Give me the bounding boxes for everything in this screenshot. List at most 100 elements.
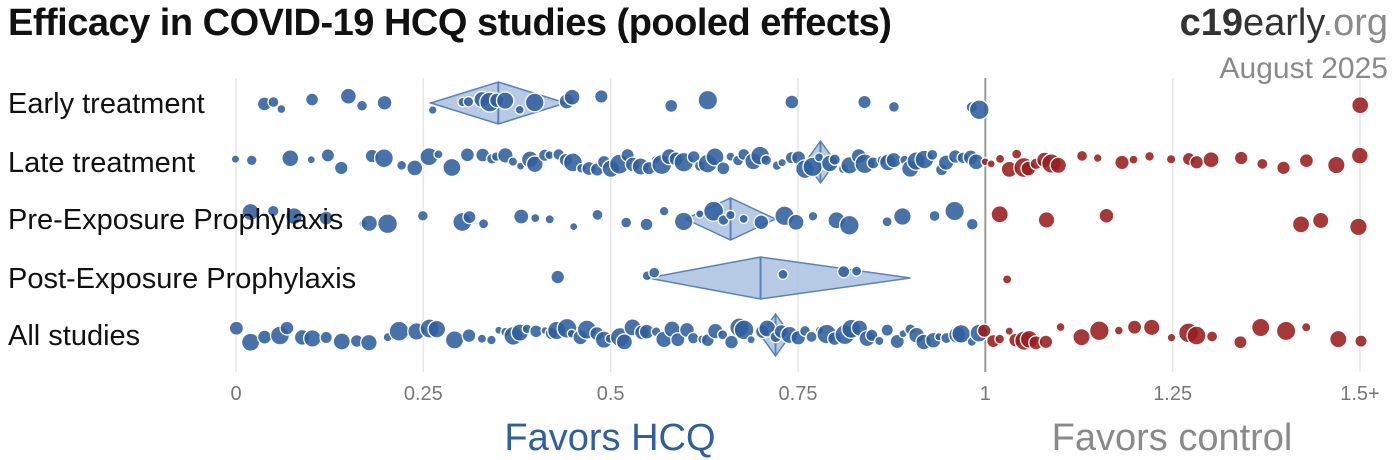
study-dot	[1037, 211, 1056, 229]
study-dot	[1350, 146, 1369, 165]
study-dot	[1351, 96, 1370, 115]
study-dot	[433, 149, 444, 160]
study-dot	[926, 148, 939, 161]
study-dot	[462, 210, 477, 225]
study-dot	[703, 200, 725, 222]
study-dot	[695, 209, 705, 219]
study-dot	[461, 328, 477, 344]
study-dot	[444, 330, 465, 350]
x-tick-labels: 0 0.25 0.5 0.75 1 1.25 1.5+	[230, 383, 1379, 405]
study-dot	[664, 98, 679, 114]
study-dot	[1092, 153, 1103, 164]
study-dot	[427, 319, 447, 339]
x-tick-label: 0.75	[779, 383, 818, 405]
study-dot	[427, 105, 438, 115]
study-dot	[686, 149, 701, 164]
study-dot	[1354, 334, 1368, 348]
study-dot	[828, 153, 842, 166]
study-dot	[1298, 153, 1315, 169]
study-dot	[373, 148, 394, 169]
study-dot	[279, 320, 295, 336]
study-dot	[376, 94, 393, 111]
x-tick-label: 1.25	[1153, 383, 1192, 405]
study-dot	[994, 333, 1006, 345]
study-dot	[591, 208, 604, 221]
study-dot	[228, 320, 245, 336]
study-dot	[893, 207, 912, 226]
study-dot	[1189, 154, 1205, 170]
study-dot	[733, 319, 755, 341]
study-dot	[1126, 319, 1143, 335]
row-label: Post-Exposure Prophylaxis	[8, 263, 356, 295]
study-dot	[513, 208, 530, 225]
study-dot	[563, 88, 581, 106]
study-dot	[928, 209, 941, 223]
study-dot	[746, 334, 756, 345]
study-dot	[777, 157, 787, 168]
study-dot	[1300, 321, 1312, 333]
study-dot	[881, 216, 893, 228]
study-dot	[514, 104, 525, 115]
study-dot	[303, 329, 322, 348]
study-dot	[1233, 335, 1248, 350]
study-dot	[738, 213, 749, 225]
grid-lines	[235, 78, 1361, 372]
study-dot	[1275, 320, 1297, 342]
study-dot	[477, 218, 490, 230]
brand-rest: early	[1242, 2, 1323, 44]
study-dot	[1329, 329, 1348, 349]
study-dot	[648, 266, 661, 279]
study-dot	[965, 217, 979, 231]
study-dot	[1250, 317, 1271, 338]
study-dot	[241, 202, 260, 222]
study-dot	[716, 161, 731, 176]
study-dot	[530, 212, 541, 224]
study-dot	[1291, 215, 1311, 234]
study-dot	[787, 213, 805, 231]
study-dot	[880, 323, 894, 337]
study-dot	[1142, 318, 1161, 337]
row-label: Late treatment	[8, 147, 195, 179]
study-dot	[1143, 150, 1156, 162]
study-dot	[507, 156, 519, 167]
study-dot	[1075, 149, 1089, 163]
study-dot	[550, 269, 566, 285]
study-dot	[670, 332, 686, 348]
study-dot	[1326, 155, 1346, 175]
chart-title: Efficacy in COVID-19 HCQ studies (pooled…	[8, 2, 892, 44]
study-dot	[332, 332, 351, 351]
study-dot	[1186, 325, 1207, 346]
study-dot	[1349, 217, 1368, 237]
study-dot	[1098, 207, 1115, 224]
study-dot	[968, 99, 990, 121]
x-tick-label: 0	[230, 383, 241, 405]
date-label: August 2025	[1219, 52, 1388, 85]
row-label: All studies	[8, 320, 140, 352]
row-labels: Early treatment Late treatment Pre-Exposur…	[8, 88, 356, 352]
study-dot	[1202, 151, 1220, 169]
study-dot	[442, 157, 462, 178]
brand-logo[interactable]: c19early.org	[1180, 2, 1388, 45]
study-dot	[620, 216, 633, 229]
study-dot	[1113, 325, 1124, 336]
study-dot	[1205, 330, 1219, 343]
study-dot	[416, 209, 429, 222]
x-tick-label: 0.5	[597, 383, 625, 405]
study-dot	[245, 154, 258, 167]
study-dot	[874, 335, 885, 347]
study-dot	[1001, 274, 1013, 285]
study-dot	[360, 214, 379, 233]
study-dot	[462, 95, 475, 108]
study-dot	[887, 100, 901, 113]
x-tick-label: 1	[980, 383, 991, 405]
study-dot	[760, 154, 773, 167]
study-dot	[990, 205, 1009, 224]
row-label: Early treatment	[8, 88, 205, 120]
study-dot	[1088, 320, 1110, 342]
study-dot	[1256, 157, 1269, 171]
study-dot	[319, 330, 334, 345]
study-dot	[1055, 321, 1066, 333]
study-dot	[673, 211, 694, 232]
study-dot	[459, 147, 476, 163]
study-dot	[1114, 154, 1130, 171]
